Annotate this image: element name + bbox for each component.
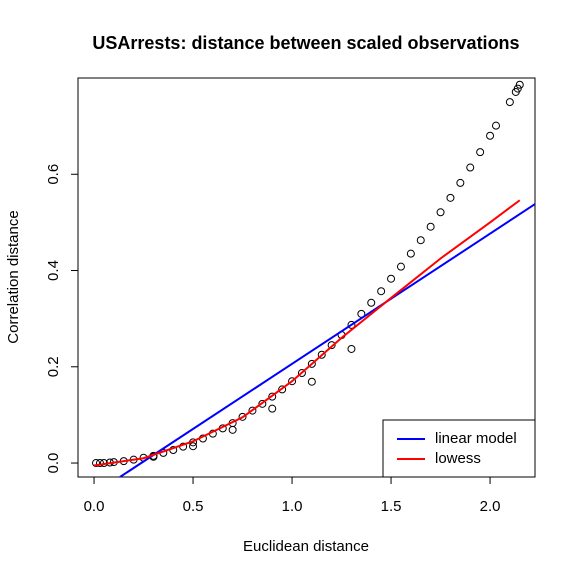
y-tick-label: 0.6	[45, 164, 62, 185]
data-point	[258, 399, 267, 408]
data-point	[95, 459, 104, 468]
legend-label: lowess	[435, 450, 481, 467]
data-point	[513, 84, 522, 93]
data-point	[456, 178, 465, 187]
data-point	[268, 392, 277, 401]
data-point	[515, 80, 524, 89]
data-point	[436, 208, 445, 217]
legend-box	[382, 419, 536, 478]
y-tick-label: 0.4	[45, 260, 62, 281]
plot-frame	[77, 77, 536, 478]
data-point	[466, 163, 475, 172]
data-point	[189, 442, 198, 451]
legend-label: linear model	[435, 430, 517, 447]
data-point	[347, 320, 356, 329]
y-axis-label: Correlation distance	[5, 210, 22, 343]
data-point	[377, 287, 386, 296]
data-point	[268, 404, 277, 413]
y-tick-label: 0.0	[45, 453, 62, 474]
data-point	[387, 274, 396, 283]
data-point	[486, 131, 495, 140]
data-point	[288, 377, 297, 386]
data-point	[317, 350, 326, 359]
data-point	[238, 412, 247, 421]
x-tick-label: 0.5	[183, 498, 204, 515]
x-axis-label: Euclidean distance	[243, 538, 369, 555]
x-tick-label: 1.5	[381, 498, 402, 515]
data-point	[491, 121, 500, 130]
data-point	[416, 236, 425, 245]
data-point	[505, 98, 514, 107]
x-tick-label: 0.0	[84, 498, 105, 515]
y-tick-label: 0.2	[45, 356, 62, 377]
data-point	[92, 459, 101, 468]
x-tick-label: 1.0	[282, 498, 303, 515]
data-point	[396, 262, 405, 271]
data-point	[307, 377, 316, 386]
data-point	[367, 298, 376, 307]
data-point	[248, 406, 257, 415]
data-point	[278, 385, 287, 394]
data-point	[426, 222, 435, 231]
data-point	[327, 341, 336, 350]
x-tick-label: 2.0	[480, 498, 501, 515]
fit-line	[93, 199, 521, 467]
data-point	[307, 359, 316, 368]
fit-line	[119, 203, 535, 477]
data-point	[297, 369, 306, 378]
data-point	[476, 148, 485, 157]
data-point	[228, 425, 237, 434]
data-point	[406, 249, 415, 258]
chart-title: USArrests: distance between scaled obser…	[92, 33, 519, 53]
data-point	[347, 344, 356, 353]
data-point	[446, 193, 455, 202]
